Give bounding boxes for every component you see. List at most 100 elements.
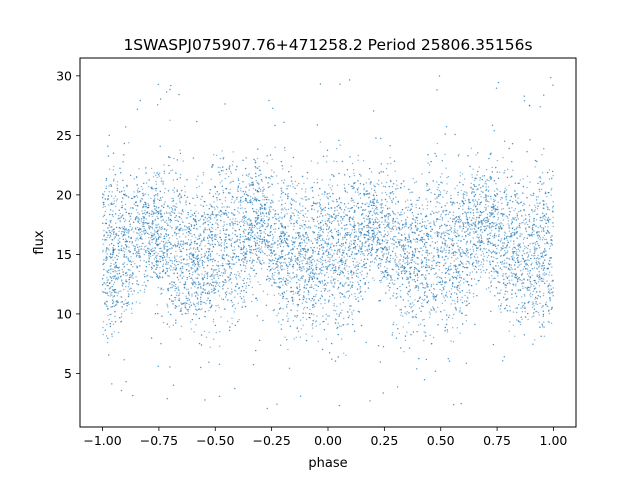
- scatter-point: [108, 185, 110, 187]
- scatter-point: [472, 231, 475, 233]
- scatter-point: [111, 335, 113, 338]
- scatter-point: [323, 239, 325, 242]
- scatter-point: [344, 264, 346, 266]
- scatter-point: [396, 256, 398, 258]
- scatter-point: [530, 194, 532, 196]
- scatter-point: [455, 258, 457, 260]
- scatter-point: [166, 256, 168, 258]
- scatter-point: [197, 265, 199, 267]
- scatter-point: [337, 288, 339, 290]
- scatter-point: [187, 312, 189, 315]
- scatter-point: [521, 255, 524, 257]
- scatter-point: [173, 205, 176, 207]
- scatter-point: [263, 195, 265, 197]
- scatter-point: [484, 272, 487, 274]
- scatter-point: [467, 256, 469, 258]
- scatter-point: [520, 307, 522, 309]
- scatter-point: [328, 219, 330, 222]
- scatter-point: [394, 213, 396, 216]
- scatter-point: [140, 198, 143, 200]
- scatter-point: [113, 331, 116, 333]
- scatter-point: [155, 257, 158, 259]
- scatter-point: [439, 191, 442, 193]
- scatter-point: [112, 232, 115, 234]
- scatter-point: [115, 278, 117, 280]
- scatter-point: [548, 321, 550, 324]
- scatter-point: [353, 309, 355, 312]
- scatter-point: [500, 199, 502, 201]
- scatter-point: [114, 256, 116, 259]
- scatter-point: [535, 219, 538, 221]
- scatter-point: [518, 226, 520, 229]
- scatter-point: [301, 262, 304, 265]
- scatter-point: [286, 298, 288, 300]
- scatter-point: [505, 197, 507, 199]
- scatter-point: [143, 273, 145, 276]
- scatter-point: [141, 233, 143, 236]
- scatter-point: [215, 216, 217, 218]
- scatter-point: [412, 215, 415, 217]
- scatter-point: [335, 214, 337, 217]
- scatter-point: [179, 236, 181, 238]
- scatter-point: [533, 194, 535, 196]
- scatter-point: [169, 259, 171, 262]
- scatter-point: [331, 185, 334, 187]
- scatter-point: [438, 265, 441, 268]
- scatter-point: [508, 279, 510, 282]
- scatter-point: [437, 275, 439, 278]
- scatter-point: [217, 194, 219, 196]
- scatter-point: [115, 303, 118, 305]
- scatter-point: [447, 220, 449, 223]
- scatter-point: [467, 233, 469, 235]
- scatter-point: [139, 289, 141, 292]
- scatter-point: [343, 352, 345, 354]
- scatter-point: [131, 242, 133, 244]
- scatter-point: [180, 227, 183, 229]
- scatter-point: [436, 241, 439, 243]
- scatter-point: [112, 210, 114, 212]
- scatter-point: [326, 213, 329, 215]
- scatter-point: [446, 319, 448, 321]
- scatter-point: [107, 271, 110, 274]
- scatter-point: [215, 222, 217, 224]
- scatter-point: [262, 186, 264, 188]
- scatter-point: [342, 301, 344, 304]
- scatter-point: [480, 190, 482, 192]
- scatter-point: [518, 210, 520, 213]
- scatter-point: [190, 268, 192, 270]
- scatter-point: [219, 243, 221, 245]
- scatter-point: [395, 324, 398, 326]
- scatter-point: [127, 286, 130, 288]
- scatter-point: [328, 237, 330, 239]
- scatter-point: [118, 230, 120, 232]
- scatter-point: [110, 264, 112, 267]
- scatter-point: [415, 313, 417, 316]
- scatter-point: [208, 331, 210, 333]
- scatter-point: [111, 285, 114, 288]
- scatter-point: [237, 271, 239, 273]
- scatter-point: [148, 248, 150, 250]
- scatter-point: [278, 281, 281, 284]
- scatter-point: [475, 266, 478, 268]
- scatter-point: [354, 292, 356, 295]
- scatter-point: [106, 236, 108, 239]
- scatter-point: [211, 258, 213, 261]
- scatter-point: [281, 222, 283, 225]
- scatter-point: [125, 209, 127, 211]
- scatter-point: [336, 147, 338, 150]
- scatter-point: [131, 293, 134, 295]
- scatter-point: [217, 304, 219, 306]
- scatter-point: [141, 198, 144, 200]
- scatter-point: [304, 255, 307, 257]
- scatter-point: [516, 277, 518, 280]
- scatter-point: [404, 233, 406, 235]
- scatter-point: [315, 265, 317, 267]
- scatter-point: [521, 311, 524, 313]
- scatter-point: [286, 231, 288, 234]
- scatter-point: [526, 252, 529, 254]
- scatter-point: [530, 285, 532, 287]
- scatter-point: [425, 198, 427, 200]
- scatter-point: [377, 230, 379, 232]
- scatter-point: [200, 309, 202, 311]
- scatter-point: [524, 295, 526, 297]
